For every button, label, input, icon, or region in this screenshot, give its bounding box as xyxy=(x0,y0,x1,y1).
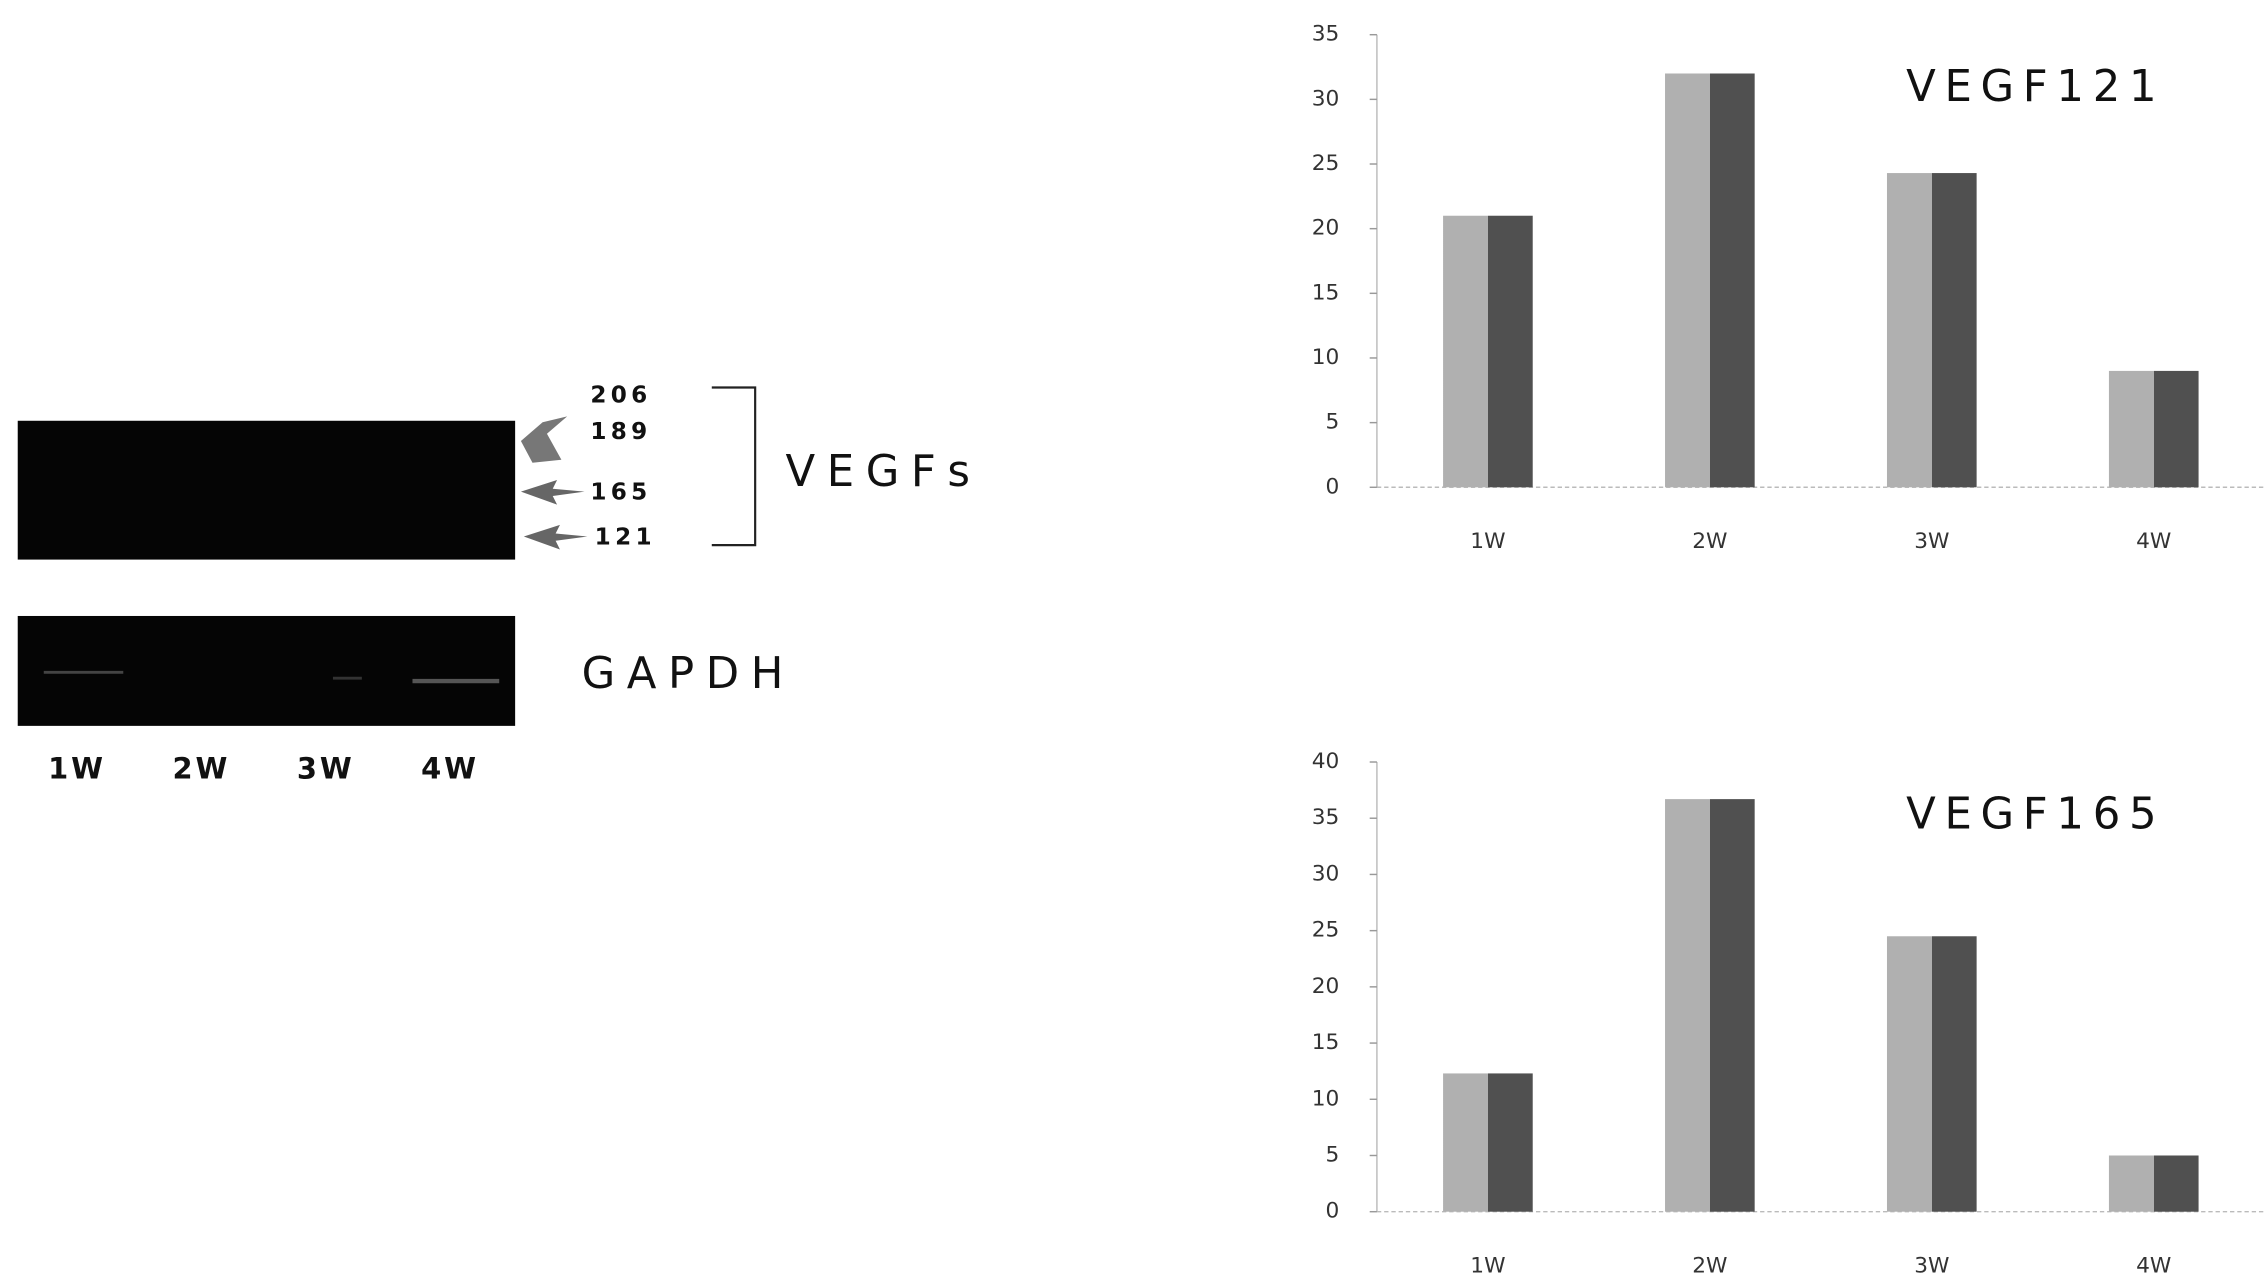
bar xyxy=(1443,216,1533,488)
x-tick-label: 4W xyxy=(2136,1254,2171,1279)
bar xyxy=(1887,173,1977,487)
x-tick-label: 3W xyxy=(1914,529,1949,554)
arrow xyxy=(521,416,567,462)
figure: 206 189 165 121 VEGFs GAPDH 1W 2W 3W 4W … xyxy=(0,0,2268,1284)
y-tick-label: 10 xyxy=(1312,1086,1340,1111)
arrow xyxy=(524,525,588,550)
lane-label: 4W xyxy=(421,752,479,786)
y-tick-label: 35 xyxy=(1312,22,1340,47)
x-tick-label: 4W xyxy=(2136,529,2171,554)
y-tick-label: 20 xyxy=(1312,216,1340,241)
y-tick-label: 5 xyxy=(1326,1142,1340,1167)
band-label: 121 xyxy=(595,524,656,550)
y-tick-label: 35 xyxy=(1312,805,1340,830)
bar xyxy=(2109,371,2199,487)
bar xyxy=(1887,936,1977,1211)
lane-label: 1W xyxy=(48,752,106,786)
x-tick-label: 1W xyxy=(1470,1254,1505,1279)
lane-label: 3W xyxy=(297,752,355,786)
y-tick-label: 0 xyxy=(1326,1199,1340,1224)
band-label: 189 xyxy=(590,419,651,445)
y-tick-label: 15 xyxy=(1312,1030,1340,1055)
group-label: VEGFs xyxy=(786,447,982,497)
bar xyxy=(2109,1155,2199,1211)
y-tick-label: 15 xyxy=(1312,280,1340,305)
gel-vegf xyxy=(18,421,515,560)
band-label: 165 xyxy=(590,480,651,506)
y-tick-label: 25 xyxy=(1312,918,1340,943)
x-tick-label: 2W xyxy=(1692,529,1727,554)
y-tick-label: 25 xyxy=(1312,151,1340,176)
x-tick-label: 3W xyxy=(1914,1254,1949,1279)
control-label: GAPDH xyxy=(582,649,795,699)
y-tick-label: 10 xyxy=(1312,345,1340,370)
band-label: 206 xyxy=(590,383,651,409)
bracket xyxy=(712,388,755,546)
lane-label: 2W xyxy=(172,752,230,786)
y-tick-label: 40 xyxy=(1312,749,1340,774)
bar xyxy=(1665,799,1755,1212)
y-tick-label: 30 xyxy=(1312,861,1340,886)
arrow xyxy=(521,480,585,505)
y-tick-label: 0 xyxy=(1326,474,1340,499)
y-tick-label: 30 xyxy=(1312,86,1340,111)
bar xyxy=(1665,73,1755,487)
chart-title: VEGF165 xyxy=(1906,789,2165,839)
x-tick-label: 2W xyxy=(1692,1254,1727,1279)
x-tick-label: 1W xyxy=(1470,529,1505,554)
y-tick-label: 20 xyxy=(1312,974,1340,999)
chart-title: VEGF121 xyxy=(1906,62,2165,112)
y-tick-label: 5 xyxy=(1326,410,1340,435)
bar xyxy=(1443,1073,1533,1211)
